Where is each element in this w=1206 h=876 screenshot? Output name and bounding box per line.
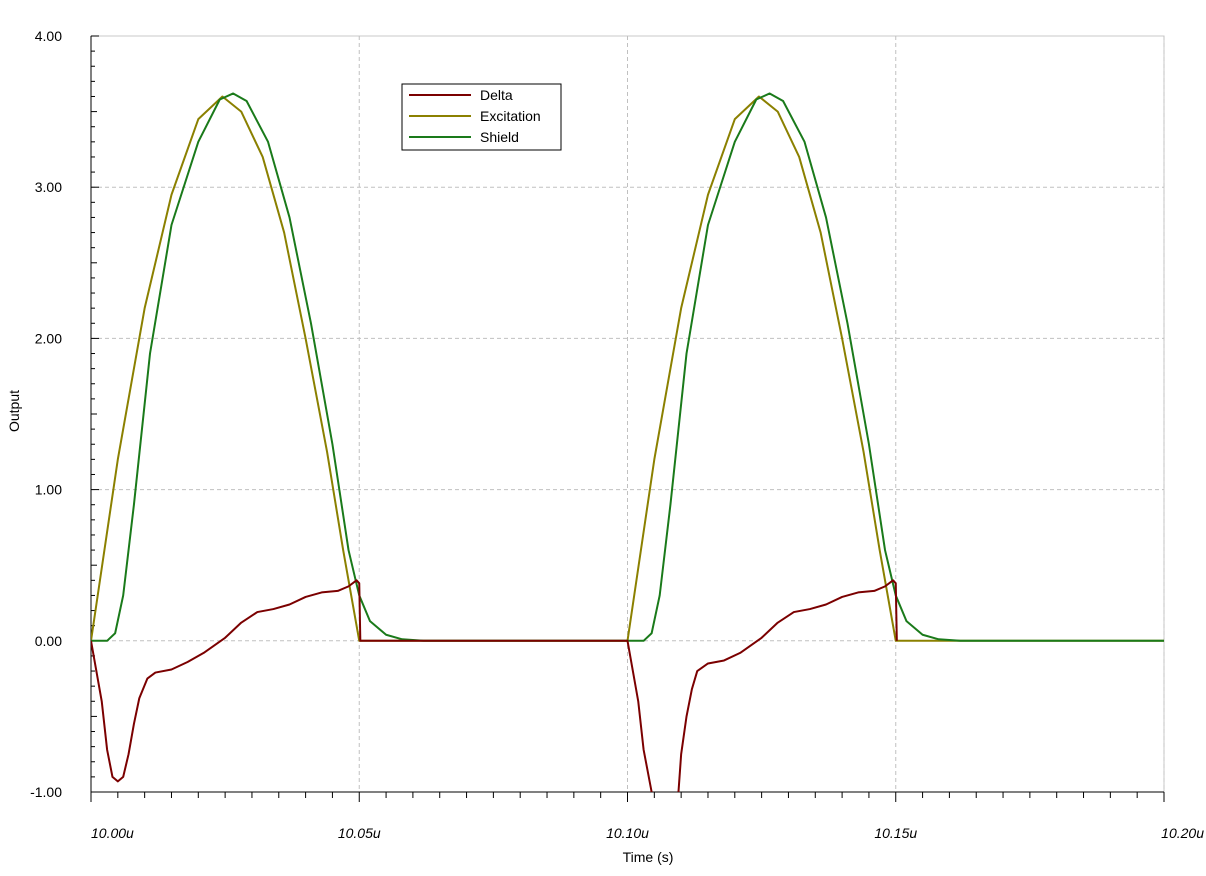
y-tick-label: 1.00 [35,482,62,498]
x-tick-label: 10.10u [606,825,649,841]
y-tick-label: 0.00 [35,633,62,649]
legend-label-excitation: Excitation [480,108,541,124]
x-axis-title: Time (s) [623,849,674,865]
x-tick-label: 10.15u [874,825,917,841]
x-tick-label: 10.05u [338,825,381,841]
x-tick-labels: 10.00u 10.05u 10.10u 10.15u 10.20u [91,825,1204,841]
axes [90,35,1165,802]
series-line-delta [91,579,653,792]
grid [90,35,1165,793]
legend: Delta Excitation Shield [401,83,562,151]
legend-label-shield: Shield [480,129,519,145]
legend-label-delta: Delta [480,87,513,103]
y-tick-labels: 4.00 3.00 2.00 1.00 0.00 -1.00 [30,28,62,800]
y-tick-label: -1.00 [30,784,62,800]
y-axis-title: Output [6,390,22,432]
y-tick-label: 4.00 [35,28,62,44]
series-lines [91,92,1164,792]
x-tick-label: 10.00u [91,825,134,841]
x-tick-label: 10.20u [1161,825,1204,841]
y-tick-label: 3.00 [35,179,62,195]
y-tick-label: 2.00 [35,330,62,346]
series-line-delta [677,579,898,792]
